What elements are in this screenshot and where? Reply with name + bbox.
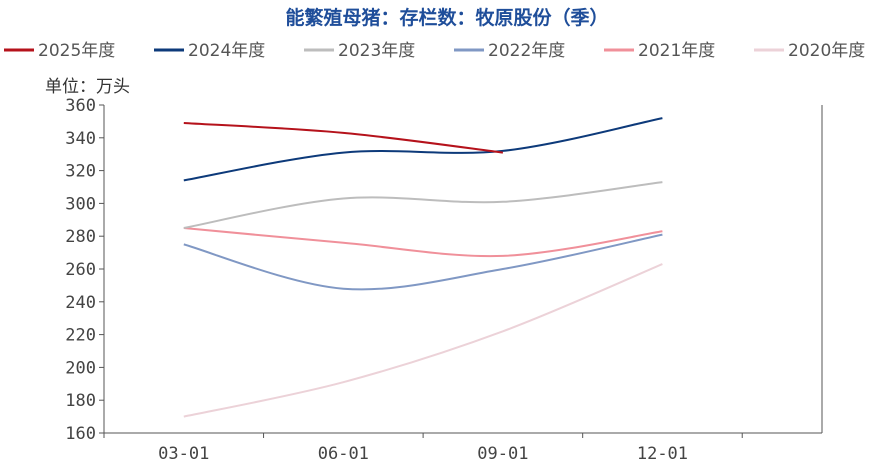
y-tick-label: 200 [65,358,96,378]
legend-label: 2024年度 [188,41,265,61]
x-tick-label: 06-01 [318,444,369,464]
x-axis: 03-01 06-01 09-01 12-01 [103,105,823,464]
legend-label: 2023年度 [338,41,415,61]
series-line-0 [183,122,504,154]
y-tick-label: 240 [65,293,96,313]
unit-label: 单位：万头 [45,77,130,97]
y-tick-label: 180 [65,391,96,411]
legend: 2025年度 2024年度 2023年度 2022年度 2021年度 2020年度 [4,41,865,61]
y-tick-label: 260 [65,260,96,280]
y-tick-label: 220 [65,326,96,346]
y-tick-label: 360 [65,96,96,116]
legend-label: 2025年度 [38,41,115,61]
x-tick-label: 09-01 [477,444,528,464]
series-line-2 [183,181,663,229]
legend-label: 2021年度 [638,41,715,61]
series-line-1 [183,117,663,182]
y-tick-label: 300 [65,194,96,214]
series-line-4 [183,227,663,258]
y-tick-label: 280 [65,227,96,247]
x-tick-label: 12-01 [637,444,688,464]
chart-title: 能繁殖母猪：存栏数：牧原股份（季） [285,6,608,29]
series-line-5 [183,263,663,418]
y-axis: 160 180 200 220 240 260 280 300 320 340 360 [65,96,105,444]
legend-label: 2022年度 [488,41,565,61]
series-lines [183,117,663,418]
y-tick-label: 160 [65,424,96,444]
legend-label: 2020年度 [788,41,865,61]
y-tick-label: 320 [65,162,96,182]
y-tick-label: 340 [65,129,96,149]
series-line-3 [183,233,663,291]
x-tick-label: 03-01 [158,444,209,464]
